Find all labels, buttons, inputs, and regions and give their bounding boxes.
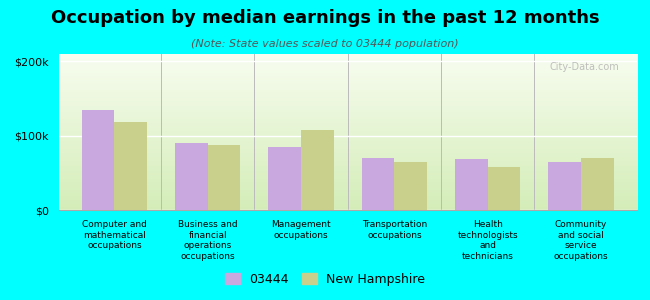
Bar — [114, 122, 147, 210]
Bar — [208, 145, 240, 210]
Bar — [268, 147, 301, 210]
Bar — [581, 158, 614, 210]
Legend: 03444, New Hampshire: 03444, New Hampshire — [220, 268, 430, 291]
Bar — [455, 160, 488, 210]
Bar — [301, 130, 333, 210]
Text: (Note: State values scaled to 03444 population): (Note: State values scaled to 03444 popu… — [191, 39, 459, 49]
Text: Occupation by median earnings in the past 12 months: Occupation by median earnings in the pas… — [51, 9, 599, 27]
Bar — [549, 162, 581, 210]
Bar — [395, 162, 427, 210]
Bar — [488, 167, 521, 210]
Text: City-Data.com: City-Data.com — [550, 62, 619, 72]
Bar — [82, 110, 114, 210]
Bar — [362, 158, 395, 210]
Bar — [175, 143, 208, 210]
